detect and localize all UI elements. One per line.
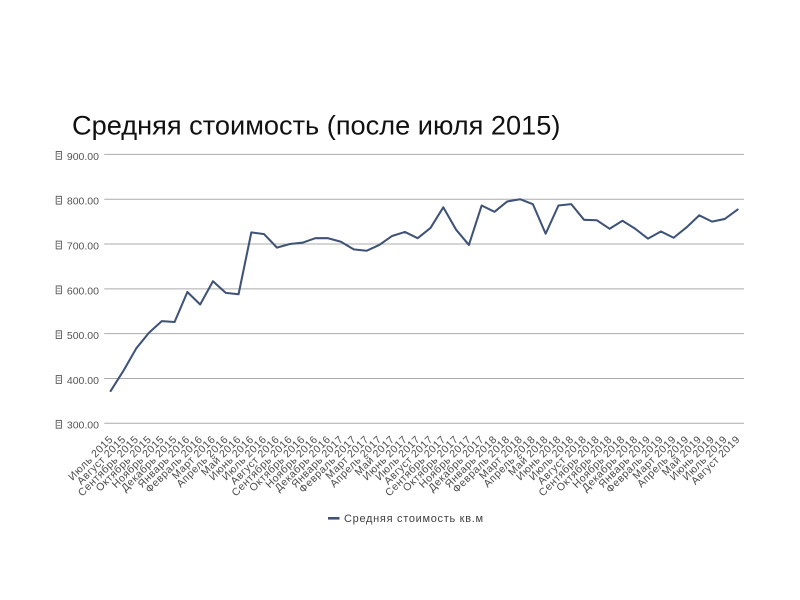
svg-text:600.00: 600.00 [67,285,99,297]
svg-text:900.00: 900.00 [67,151,99,163]
svg-text:Средняя стоимость (после июля: Средняя стоимость (после июля 2015) [72,110,560,141]
svg-text:800.00: 800.00 [67,196,99,208]
svg-text:700.00: 700.00 [67,240,99,252]
svg-text:400.00: 400.00 [67,375,99,387]
svg-text:500.00: 500.00 [67,330,99,342]
svg-text:Средняя стоимость кв.м: Средняя стоимость кв.м [344,513,484,525]
svg-text:300.00: 300.00 [67,420,99,432]
